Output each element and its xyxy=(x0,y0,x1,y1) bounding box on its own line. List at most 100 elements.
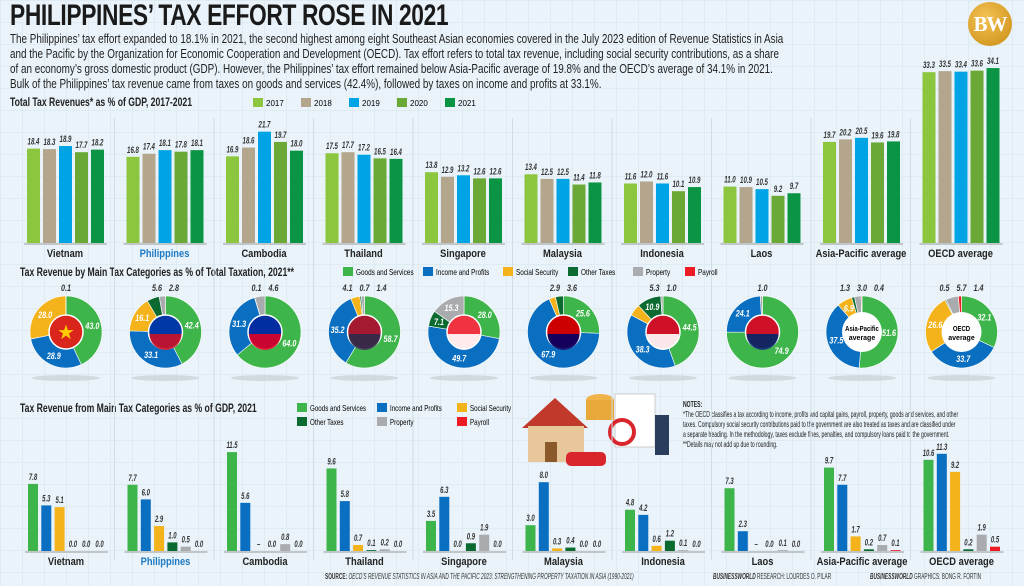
bar-label: 20.2 xyxy=(839,127,852,138)
bar-philippines-property xyxy=(180,546,191,551)
bar-label: 0.0 xyxy=(69,539,78,550)
slice-label: 38.3 xyxy=(636,345,650,355)
bar-singapore-other-taxes xyxy=(465,543,476,551)
bar-label: 0.0 xyxy=(792,539,801,550)
bar-indonesia-goods-and-services xyxy=(625,509,635,551)
slice-label: 2.9 xyxy=(549,283,560,293)
bar-indonesia-2020 xyxy=(672,191,685,243)
bar-label: 0.0 xyxy=(493,539,502,550)
bar-label: 2.3 xyxy=(738,519,748,530)
slice-label: 42.4 xyxy=(184,321,199,331)
slice-label: 1.0 xyxy=(758,283,768,293)
donut-shadow xyxy=(828,375,896,381)
bar-label: 18.4 xyxy=(28,136,40,147)
donut-shadow xyxy=(330,375,399,381)
bar-label: 10.9 xyxy=(740,175,752,186)
bar-label: 33.4 xyxy=(955,59,967,70)
category-label-oecd-average: OECD average xyxy=(929,556,994,568)
bar-label: 5.1 xyxy=(55,495,63,506)
donut-center-label: average xyxy=(849,335,876,342)
bar-label: 18.1 xyxy=(191,138,203,149)
slice-label: 3.0 xyxy=(857,283,867,293)
bar-singapore-2017 xyxy=(425,172,438,243)
bar-asia-pacific-average-2018 xyxy=(839,139,852,243)
research-credit: BUSINESSWORLD RESEARCH: LOURDES O. PILAR xyxy=(713,572,831,582)
category-label-philippines: Philippines xyxy=(141,556,191,568)
bar-label: 7.8 xyxy=(29,472,38,483)
flag-detail xyxy=(448,334,480,350)
bar-laos-2020 xyxy=(771,195,785,243)
donut-center xyxy=(842,312,882,352)
legend-label-other-taxes: Other Taxes xyxy=(581,267,616,277)
bar-label: 4.2 xyxy=(638,503,648,514)
bar-asia-pacific-average-2019 xyxy=(855,137,868,243)
bar-vietnam-goods-and-services xyxy=(28,483,38,551)
bar-philippines-2018 xyxy=(142,153,156,243)
bar-thailand-2017 xyxy=(325,153,339,243)
bar-indonesia-2017 xyxy=(624,183,637,243)
bar-philippines-income-and-profits xyxy=(140,499,151,551)
slice-label: 28.0 xyxy=(477,310,492,320)
bar-label: 6.3 xyxy=(440,485,449,496)
category-label-oecd-average: OECD average xyxy=(928,248,993,260)
bar-label: 16.9 xyxy=(227,144,239,155)
legend-label-payroll: Payroll xyxy=(698,267,718,277)
bar-label: 1.7 xyxy=(851,524,860,535)
bar-singapore-2021 xyxy=(489,178,502,243)
bar-oecd-average-goods-and-services xyxy=(923,459,934,551)
category-label-malaysia: Malaysia xyxy=(544,556,583,568)
bar-label: 4.8 xyxy=(625,497,635,508)
category-label-asia-pacific-average: Asia-Pacific average xyxy=(816,248,907,260)
slice-label: 37.5 xyxy=(829,336,843,346)
slice-label: 67.9 xyxy=(541,350,555,360)
flag-detail xyxy=(547,334,580,350)
bar-label: 9.2 xyxy=(951,460,960,471)
bar-label: 12.5 xyxy=(541,167,553,178)
slice-label: 15.3 xyxy=(445,303,459,313)
bar-asia-pacific-average-goods-and-services xyxy=(824,467,834,551)
bar-label: 33.3 xyxy=(923,60,935,71)
bar-malaysia-2017 xyxy=(524,174,538,243)
slice-label: 4.6 xyxy=(268,283,279,293)
legend-swatch-income-and-profits xyxy=(377,403,387,412)
bar-oecd-average-income-and-profits xyxy=(936,453,947,551)
category-label-singapore: Singapore xyxy=(440,248,486,260)
bar-label: 0.0 xyxy=(195,539,204,550)
category-label-cambodia: Cambodia xyxy=(241,248,286,260)
legend-swatch-income-and-profits xyxy=(423,267,433,276)
source-label: SOURCE: xyxy=(325,572,348,581)
legend-swatch-goods-and-services xyxy=(343,267,353,276)
bar-singapore-goods-and-services xyxy=(426,520,436,551)
bar-label: 0.9 xyxy=(467,531,476,542)
bar-label: 13.8 xyxy=(426,160,438,171)
bar-indonesia-2018 xyxy=(640,181,653,243)
tax-illustration-icon xyxy=(522,393,669,466)
bar-label: 33.6 xyxy=(971,58,983,69)
legend-swatch-social-security xyxy=(457,403,467,412)
note-line: *The OECD classifies a tax according to … xyxy=(683,409,959,419)
donut-slice-vietnam-goods-and-services xyxy=(65,295,103,365)
bar-label: 0.8 xyxy=(281,532,290,543)
category-label-indonesia: Indonesia xyxy=(641,556,685,568)
legend-label-social-security: Social Security xyxy=(516,267,559,277)
bar-oecd-average-2020 xyxy=(970,70,984,243)
bar-thailand-income-and-profits xyxy=(339,501,350,551)
bar-label: 18.0 xyxy=(291,138,303,149)
legend-swatch-2021 xyxy=(445,98,455,107)
note-line: **Details may not add up due to rounding… xyxy=(683,439,778,449)
bar-asia-pacific-average-2020 xyxy=(871,142,884,243)
donut-center-label: OECD xyxy=(953,326,970,334)
bar-indonesia-income-and-profits xyxy=(638,514,649,551)
bar-asia-pacific-average-other-taxes xyxy=(863,549,874,551)
bar-thailand-2019 xyxy=(357,154,371,243)
bar-label: 6.0 xyxy=(142,487,151,498)
bar-label: 0.3 xyxy=(553,536,562,547)
bar-label: 11.6 xyxy=(625,171,637,182)
legend-swatch-2019 xyxy=(349,98,359,107)
bar-asia-pacific-average-2017 xyxy=(823,141,836,243)
notes: NOTES: *The OECD classifies a tax accord… xyxy=(683,399,1013,449)
bar-cambodia-2020 xyxy=(274,141,287,243)
legend-label-property: Property xyxy=(646,267,670,277)
bar-label: 0.1 xyxy=(679,538,687,549)
bar-malaysia-social-security xyxy=(552,548,563,551)
